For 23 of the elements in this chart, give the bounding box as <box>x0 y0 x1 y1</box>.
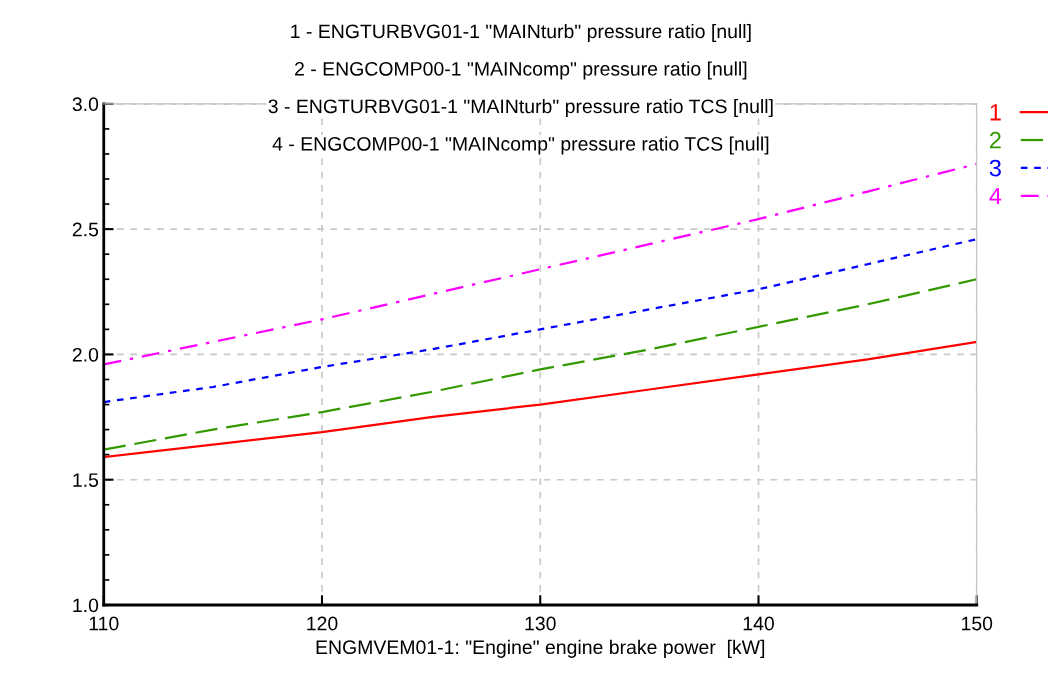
annotation: 3 - ENGTURBVG01-1 "MAINturb" pressure ratio TCS [null] <box>268 98 773 118</box>
x-tick-label: 130 <box>525 616 556 631</box>
y-tick-label: 1.0 <box>73 598 99 613</box>
y-tick-label: 1.5 <box>73 473 99 487</box>
x-tick-label: 150 <box>962 616 993 631</box>
x-tick-label: 140 <box>743 616 774 631</box>
y-tick-label: 3.0 <box>72 97 99 112</box>
legend-label: 2 <box>989 131 1001 149</box>
annotation: 4 - ENGCOMP00-1 "MAINcomp" pressure ratio TCS [null] <box>272 136 769 155</box>
text: 1 - ENGTURBVG01-1 "MAINturb" pressure ratio [null] <box>291 23 751 43</box>
line-series <box>103 340 977 459</box>
line-series <box>103 162 977 366</box>
legend-label: 1 <box>990 104 1001 121</box>
legend-label: 4 <box>989 187 1002 205</box>
x-tick-label: 120 <box>307 616 338 631</box>
y-tick-label: 2.0 <box>72 347 99 362</box>
legend-label: 3 <box>989 159 1001 177</box>
line-series <box>103 278 977 451</box>
text: 2 - ENGCOMP00-1 "MAINcomp" pressure ratio [null] <box>295 61 747 80</box>
y-tick-label: 2.5 <box>72 222 99 237</box>
x-tick-label: 110 <box>89 616 119 631</box>
line-series <box>103 238 977 404</box>
x-axis-title: ENGMVEM01-1: "Engine" engine brake power [kW] <box>316 639 765 658</box>
